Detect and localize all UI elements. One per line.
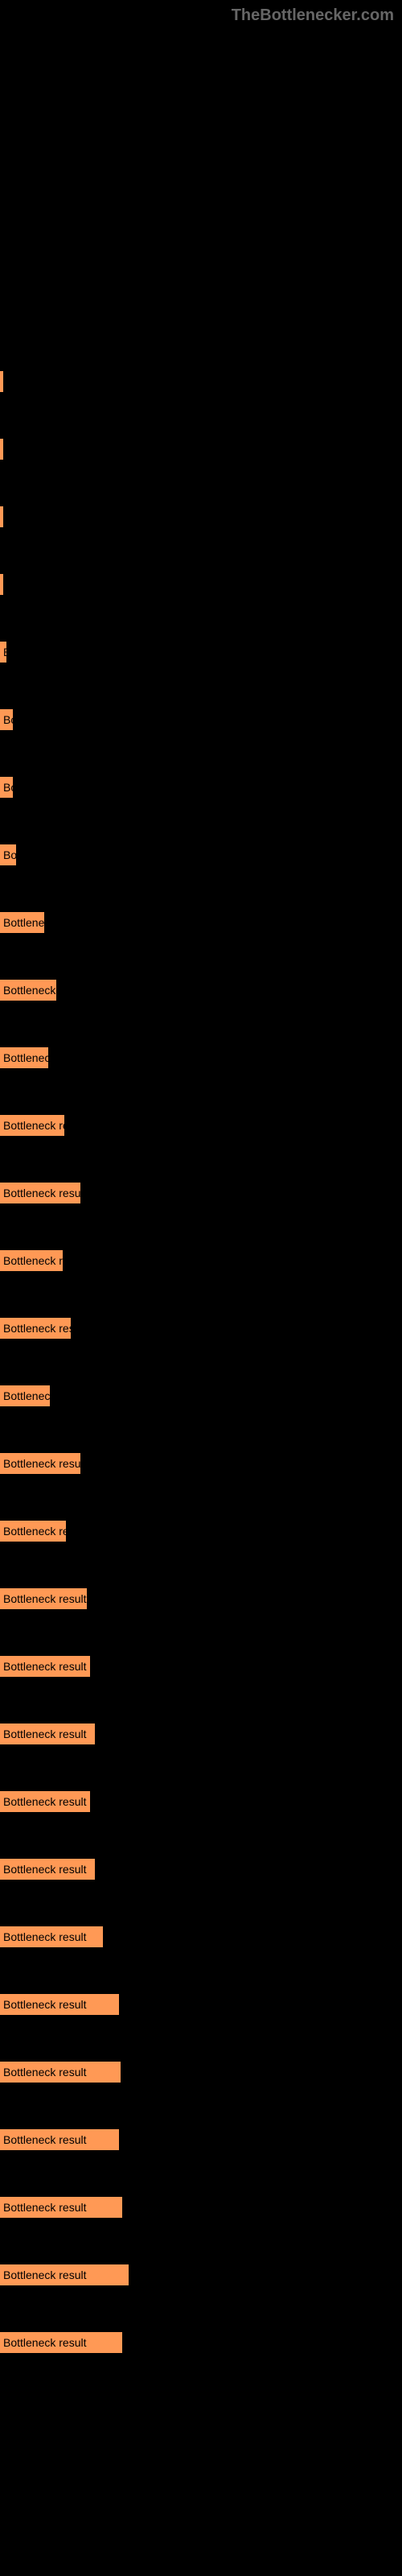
bar-label: Bottleneck result	[3, 1863, 87, 1876]
bar-row: Bo	[0, 844, 402, 866]
bar-label: Bottleneck result	[3, 1998, 87, 2011]
chart-bar: Bottleneck result	[0, 1724, 95, 1744]
bar-label: Bottleneck result	[3, 2268, 87, 2281]
chart-bar: Bottleneck result	[0, 2197, 122, 2218]
bar-label: Bottleneck result	[3, 1660, 87, 1673]
bar-row: Bottlene	[0, 911, 402, 934]
bar-row: Bottleneck resu	[0, 1317, 402, 1340]
bar-row: Bottleneck result	[0, 1655, 402, 1678]
bar-row: Bottleneck result	[0, 1993, 402, 2016]
bar-label: Bottleneck result	[3, 1930, 87, 1943]
bar-label: Bottleneck result	[3, 1592, 87, 1605]
chart-bar: Bottleneck result	[0, 1994, 119, 2015]
chart-bar: Bottleneck resu	[0, 1318, 71, 1339]
bar-row: Bottleneck result	[0, 1587, 402, 1610]
bar-row: Bottleneck res	[0, 1520, 402, 1542]
chart-bar: Bottleneck result	[0, 1453, 80, 1474]
chart-bar: Bottleneck result	[0, 1656, 90, 1677]
bar-row: Bottleneck result	[0, 2331, 402, 2354]
bar-row	[0, 370, 402, 393]
bar-label: B	[3, 646, 10, 658]
bar-label: Bottleneck re	[3, 1254, 69, 1267]
chart-bar	[0, 574, 3, 595]
bar-row: Bottleneck result	[0, 1452, 402, 1475]
bar-row: Bottleneck result	[0, 2128, 402, 2151]
chart-bar: B	[0, 642, 6, 663]
chart-bar: Bottleneck result	[0, 2062, 121, 2083]
bar-label: Bottlenec	[3, 1051, 50, 1064]
bar-label: Bottleneck result	[3, 2201, 87, 2214]
bar-row: Bo	[0, 708, 402, 731]
chart-bar: Bottleneck re	[0, 1250, 63, 1271]
chart-bar: Bottleneck result	[0, 2129, 119, 2150]
chart-bar	[0, 506, 3, 527]
chart-bar: Bottleneck result	[0, 2264, 129, 2285]
chart-bar: Bottleneck r	[0, 980, 56, 1001]
bar-label: Bo	[3, 781, 17, 794]
chart-bar: Bottleneck result	[0, 1588, 87, 1609]
bar-label: Bottleneck r	[3, 984, 63, 997]
bar-chart: BBoBoBoBottleneBottleneck rBottlenecBott…	[0, 185, 402, 2431]
bar-row: Bottleneck result	[0, 1182, 402, 1204]
bar-label: Bo	[3, 713, 17, 726]
chart-bar	[0, 371, 3, 392]
chart-bar: Bottlene	[0, 912, 44, 933]
chart-bar: Bottleneck	[0, 1385, 50, 1406]
bar-label: Bottleneck res	[3, 1119, 75, 1132]
bar-row: Bottleneck result	[0, 2061, 402, 2083]
bar-label: Bottleneck result	[3, 1728, 87, 1740]
bar-row	[0, 506, 402, 528]
bar-row	[0, 573, 402, 596]
chart-bar: Bottleneck result	[0, 2332, 122, 2353]
bar-row: Bottleneck r	[0, 979, 402, 1001]
bar-label: Bottleneck result	[3, 1457, 87, 1470]
bar-row: Bo	[0, 776, 402, 799]
bar-label: Bottleneck res	[3, 1525, 75, 1538]
bar-label: Bottlene	[3, 916, 44, 929]
chart-bar: Bottleneck result	[0, 1926, 103, 1947]
chart-bar: Bottleneck res	[0, 1521, 66, 1542]
bar-row: Bottleneck re	[0, 1249, 402, 1272]
bar-label: Bottleneck result	[3, 2133, 87, 2146]
chart-bar: Bottleneck result	[0, 1859, 95, 1880]
bar-row: Bottleneck result	[0, 1790, 402, 1813]
chart-bar: Bottlenec	[0, 1047, 48, 1068]
bar-label: Bottleneck	[3, 1389, 55, 1402]
bar-row: Bottleneck result	[0, 1858, 402, 1880]
chart-bar: Bottleneck result	[0, 1791, 90, 1812]
chart-bar: Bottleneck result	[0, 1183, 80, 1203]
bar-row: Bottlenec	[0, 1046, 402, 1069]
chart-bar: Bo	[0, 777, 13, 798]
chart-bar	[0, 439, 3, 460]
bar-row: Bottleneck result	[0, 1926, 402, 1948]
bar-row: B	[0, 641, 402, 663]
bar-label: Bottleneck result	[3, 2066, 87, 2079]
bar-label: Bottleneck result	[3, 1795, 87, 1808]
bar-row: Bottleneck res	[0, 1114, 402, 1137]
chart-bar: Bottleneck res	[0, 1115, 64, 1136]
bar-row: Bottleneck result	[0, 1723, 402, 1745]
bar-label: Bottleneck result	[3, 1187, 87, 1199]
chart-axis-area	[0, 0, 402, 185]
bar-row	[0, 438, 402, 460]
bar-label: Bottleneck resu	[3, 1322, 81, 1335]
bar-row: Bottleneck result	[0, 2264, 402, 2286]
chart-bar: Bo	[0, 844, 16, 865]
bar-label: Bo	[3, 848, 17, 861]
chart-bar: Bo	[0, 709, 13, 730]
bar-label: Bottleneck result	[3, 2336, 87, 2349]
bar-row: Bottleneck	[0, 1385, 402, 1407]
bar-row: Bottleneck result	[0, 2196, 402, 2219]
